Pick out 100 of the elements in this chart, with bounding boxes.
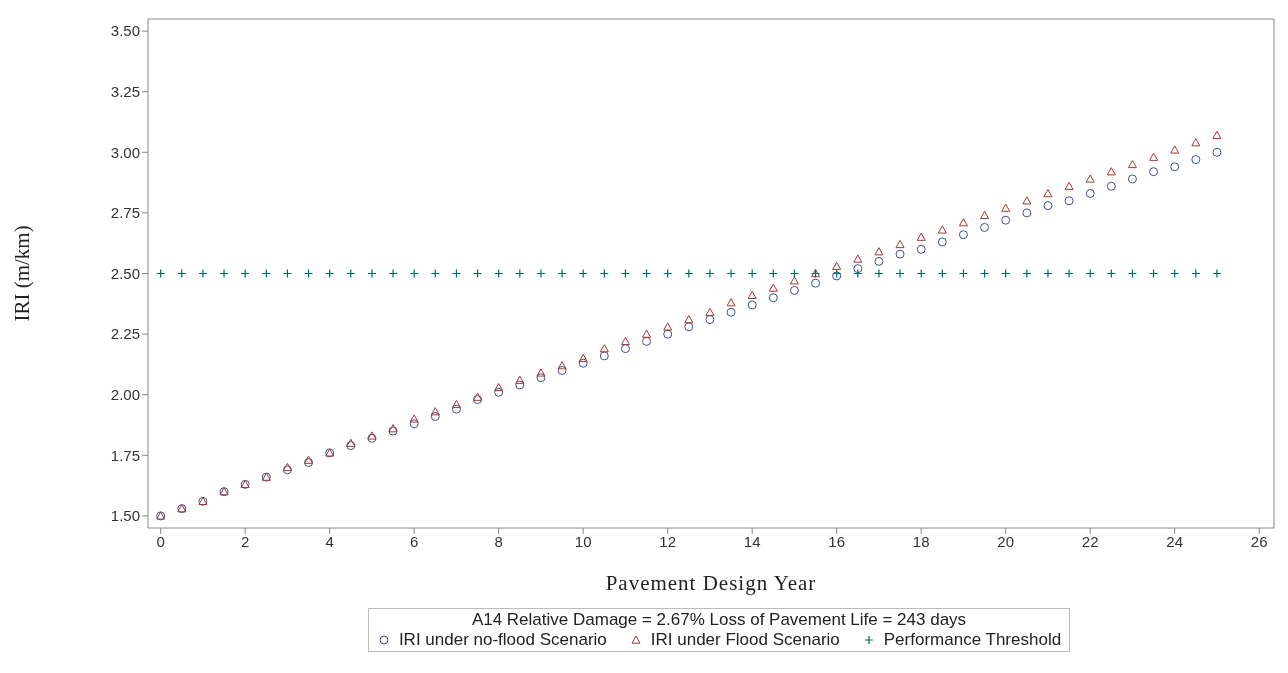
point — [620, 336, 630, 346]
point — [895, 249, 905, 259]
point — [958, 218, 968, 227]
y-tick-label: 3.50 — [110, 22, 140, 40]
y-tick-label: 2.25 — [110, 325, 140, 343]
point — [768, 293, 778, 303]
x-tick-label: 10 — [574, 532, 592, 550]
point — [1191, 155, 1201, 165]
point — [853, 264, 863, 274]
x-tick-label: 0 — [156, 532, 165, 550]
x-tick-label: 14 — [743, 532, 761, 550]
point — [1022, 196, 1032, 205]
x-tick-label: 12 — [659, 532, 677, 550]
point — [430, 412, 440, 422]
point — [1001, 215, 1011, 225]
point — [473, 395, 483, 405]
point — [747, 290, 757, 300]
point — [789, 276, 799, 285]
point — [1064, 181, 1074, 190]
point — [895, 268, 905, 279]
point — [1191, 138, 1201, 147]
point — [346, 438, 356, 447]
point — [1127, 159, 1137, 169]
point — [916, 232, 926, 241]
point — [1064, 268, 1074, 279]
point — [219, 268, 229, 279]
point — [536, 373, 546, 383]
point — [642, 329, 652, 338]
point — [1022, 208, 1032, 218]
point — [1085, 174, 1095, 183]
y-tick-label: 3.00 — [110, 143, 140, 161]
point — [726, 298, 736, 307]
point — [895, 239, 905, 249]
x-tick-label: 4 — [325, 532, 334, 550]
point — [1106, 167, 1116, 176]
point — [557, 365, 567, 375]
point — [515, 375, 525, 384]
x-tick-label: 16 — [828, 532, 846, 550]
point — [473, 392, 483, 401]
legend-label: IRI under Flood Scenario — [650, 630, 840, 650]
point — [1212, 268, 1222, 279]
point — [409, 419, 419, 429]
point — [494, 387, 504, 397]
point — [557, 361, 567, 370]
point — [832, 261, 842, 270]
point — [789, 285, 799, 295]
point — [1149, 167, 1159, 177]
x-tick-label: 26 — [1250, 532, 1268, 550]
point — [1212, 147, 1222, 157]
point — [705, 307, 715, 316]
point — [663, 322, 673, 331]
x-tick-label: 6 — [410, 532, 419, 550]
legend-label: Performance Threshold — [883, 630, 1062, 650]
point — [536, 368, 546, 377]
point — [1149, 152, 1159, 161]
point — [430, 407, 440, 416]
point — [1212, 130, 1222, 140]
point — [599, 344, 609, 353]
point — [578, 358, 588, 368]
point — [388, 268, 398, 279]
point — [811, 278, 821, 288]
point — [451, 404, 461, 414]
point — [557, 268, 567, 279]
y-axis-title: IRI (m/km) — [10, 225, 35, 322]
point — [1106, 181, 1116, 191]
point — [409, 414, 419, 423]
point — [1170, 162, 1180, 172]
point — [980, 222, 990, 232]
x-tick-label: 22 — [1081, 532, 1099, 550]
legend-title: A14 Relative Damage = 2.67% Loss of Pavement Life = 243 days — [470, 610, 968, 630]
x-tick-label: 24 — [1166, 532, 1184, 550]
point — [705, 315, 715, 325]
point — [451, 399, 461, 409]
point — [980, 210, 990, 220]
y-tick-label: 2.00 — [110, 386, 140, 404]
point — [937, 225, 947, 234]
point — [367, 268, 377, 279]
point — [663, 329, 673, 339]
point — [768, 283, 778, 292]
point — [705, 268, 715, 279]
point — [1043, 189, 1053, 198]
point — [1127, 174, 1137, 184]
point — [874, 247, 884, 256]
point — [599, 351, 609, 361]
point — [747, 300, 757, 310]
point — [1064, 196, 1074, 206]
y-tick-label: 3.25 — [110, 83, 140, 101]
point — [874, 256, 884, 266]
x-axis-title: Pavement Design Year — [605, 571, 817, 595]
point — [494, 382, 504, 392]
point — [853, 254, 863, 263]
x-tick-label: 8 — [494, 532, 503, 550]
y-tick-label: 1.50 — [110, 507, 140, 525]
point — [937, 237, 947, 247]
point — [1001, 203, 1011, 212]
x-tick-label: 20 — [997, 532, 1015, 550]
point — [346, 441, 356, 451]
point — [620, 344, 630, 354]
point — [1043, 268, 1053, 279]
point — [578, 353, 588, 363]
